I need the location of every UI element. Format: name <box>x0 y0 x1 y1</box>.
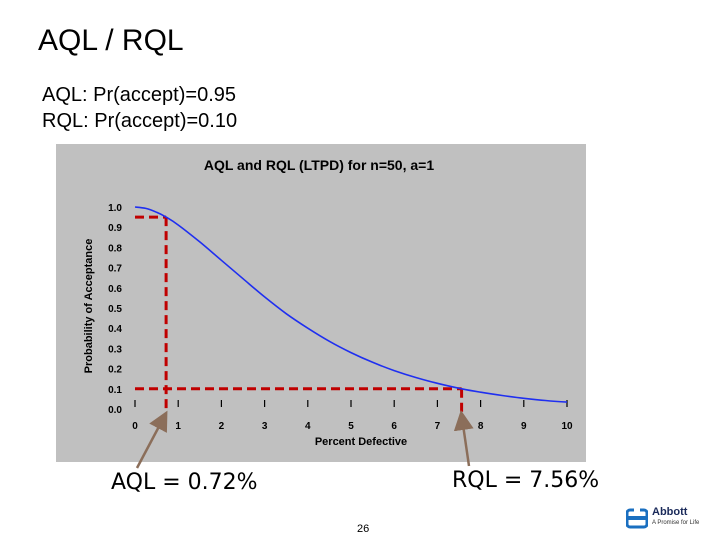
x-tick-label: 7 <box>435 421 441 432</box>
x-tick-label: 6 <box>391 421 397 432</box>
rql-definition: RQL: Pr(accept)=0.10 <box>42 109 237 133</box>
logo-tagline: A Promise for Life <box>652 520 700 526</box>
page-number: 26 <box>357 523 370 535</box>
abbott-logo-icon <box>626 508 648 529</box>
y-tick-label: 0.6 <box>108 284 122 295</box>
oc-curve-series-0 <box>134 206 568 403</box>
x-axis-ticks: 0 1 2 3 4 5 6 7 8 9 10 <box>132 400 573 432</box>
rql-definition-text: : Pr(accept)=0.10 <box>83 110 238 132</box>
x-tick-label: 1 <box>175 421 181 432</box>
y-tick-label: 0.8 <box>108 243 122 254</box>
y-axis-label: Probability of Acceptance <box>83 239 95 374</box>
aql-callout: AQL = 0.72% <box>111 470 258 495</box>
reference-lines <box>135 215 464 413</box>
chart-title: AQL and RQL (LTPD) for n=50, a=1 <box>204 157 434 173</box>
y-tick-label: 0.5 <box>108 304 122 315</box>
y-tick-label: 0.0 <box>108 405 122 416</box>
x-tick-label: 10 <box>561 421 573 432</box>
y-tick-label: 1.0 <box>108 203 122 214</box>
x-tick-label: 4 <box>305 421 311 432</box>
x-axis-label: Percent Defective <box>315 436 407 448</box>
aql-term: AQL <box>42 84 83 106</box>
abbott-logo: Abbott A Promise for Life <box>626 506 718 532</box>
y-tick-label: 0.2 <box>108 365 122 376</box>
slide-title: AQL / RQL <box>38 24 184 57</box>
rql-term: RQL <box>42 110 84 132</box>
y-tick-label: 0.3 <box>108 344 122 355</box>
x-tick-label: 8 <box>478 421 484 432</box>
curve-layer <box>134 206 568 403</box>
rql-callout: RQL = 7.56% <box>452 468 600 493</box>
y-tick-label: 0.7 <box>108 264 122 275</box>
aql-definition-text: : Pr(accept)=0.95 <box>82 84 236 106</box>
plot-background <box>56 144 586 462</box>
aql-definition: AQL: Pr(accept)=0.95 <box>42 83 236 107</box>
oc-curve-chart: AQL and RQL (LTPD) for n=50, a=1 Probabi… <box>56 144 586 462</box>
y-tick-label: 0.1 <box>108 385 122 396</box>
logo-name: Abbott <box>652 506 688 518</box>
y-axis-ticks: 0.0 0.1 0.2 0.3 0.4 0.5 0.6 0.7 0.8 0.9 1.0 <box>108 203 122 416</box>
x-tick-label: 2 <box>219 421 225 432</box>
x-tick-label: 0 <box>132 421 138 432</box>
x-tick-label: 9 <box>521 421 527 432</box>
y-tick-label: 0.9 <box>108 223 122 234</box>
chart-svg: AQL and RQL (LTPD) for n=50, a=1 Probabi… <box>56 144 586 462</box>
x-tick-label: 3 <box>262 421 268 432</box>
y-tick-label: 0.4 <box>108 324 122 335</box>
x-tick-label: 5 <box>348 421 354 432</box>
